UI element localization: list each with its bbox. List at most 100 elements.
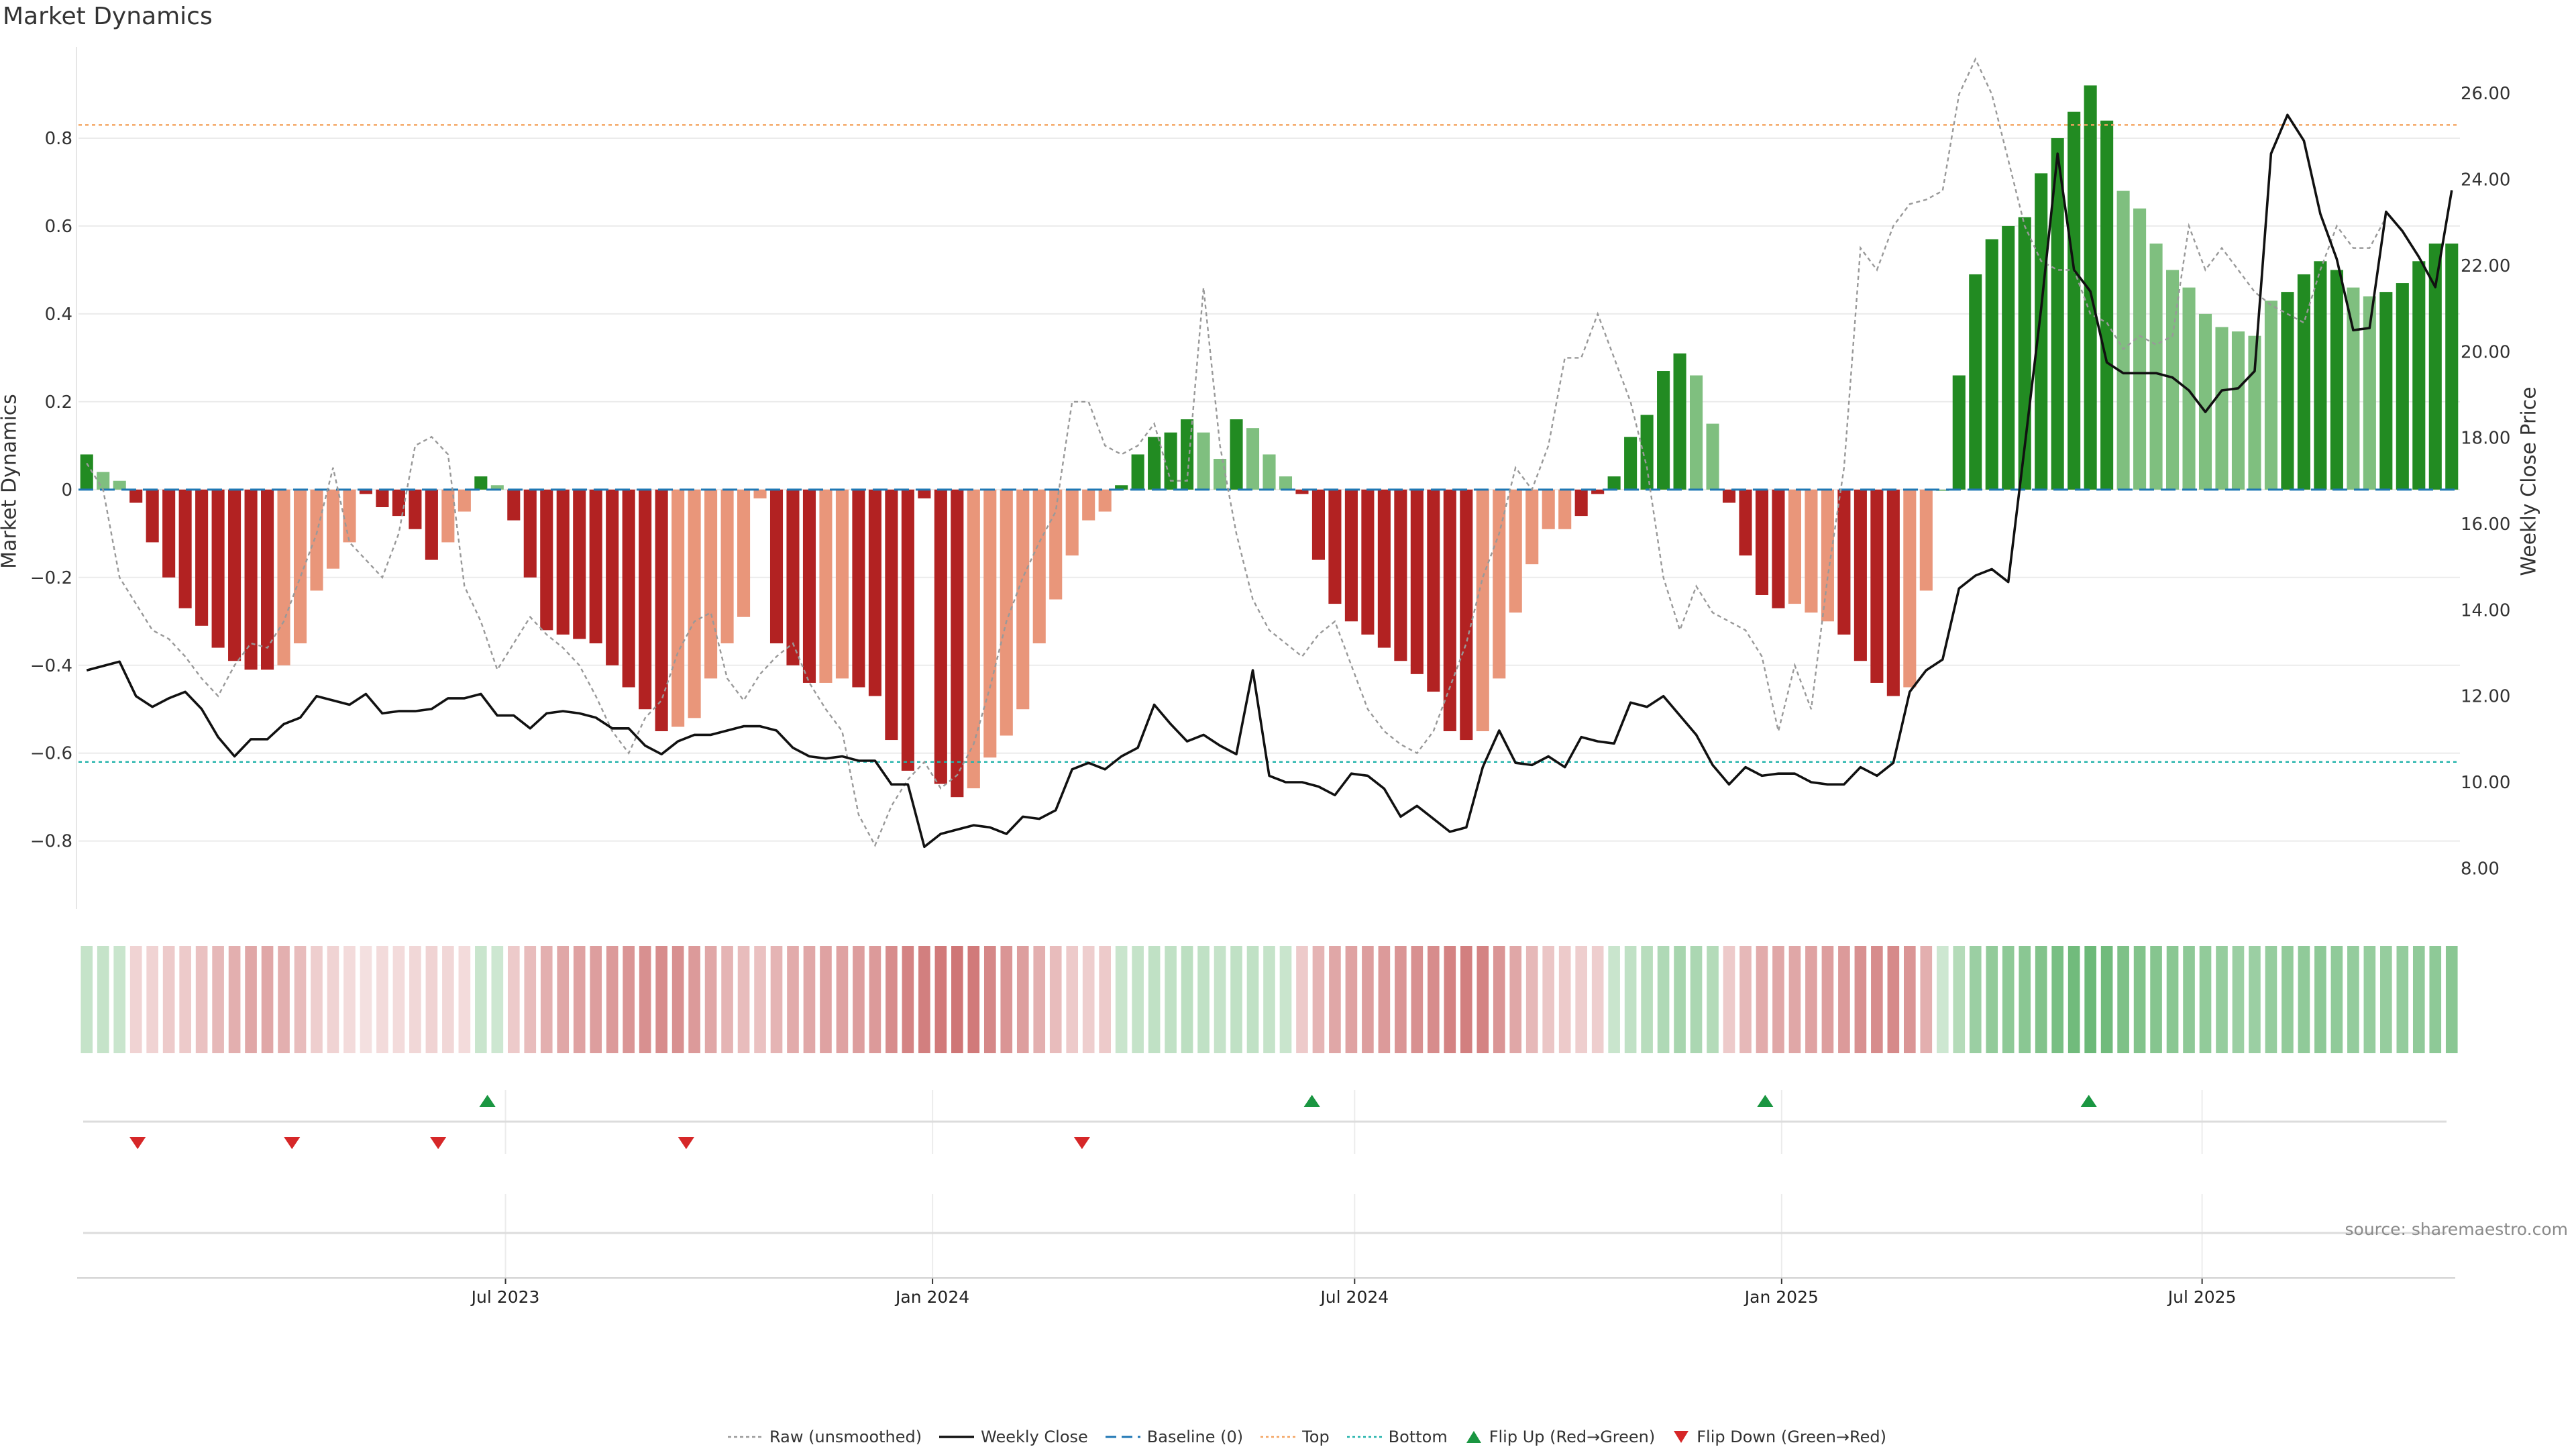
dynamics-bar <box>1657 371 1670 490</box>
heat-cell <box>360 946 372 1053</box>
dynamics-bar <box>490 485 504 490</box>
heat-cell <box>1279 946 1292 1053</box>
legend-top-label: Top <box>1302 1428 1330 1446</box>
flip-up-marker <box>1303 1095 1320 1107</box>
heat-cell <box>1345 946 1358 1053</box>
heat-cell <box>1477 946 1489 1053</box>
dynamics-bar <box>2166 270 2180 490</box>
dynamics-bar <box>1690 375 1703 490</box>
y-tick-label: 0 <box>61 480 72 500</box>
weekly-close-line <box>86 113 2453 849</box>
dynamics-bar <box>967 489 980 789</box>
dynamics-bar <box>1985 239 1998 490</box>
heat-cell <box>1132 946 1144 1053</box>
dynamics-bar <box>1542 489 1555 529</box>
dynamics-bar <box>1263 454 1276 490</box>
heat-cell <box>278 946 290 1053</box>
heat-cell <box>1657 946 1670 1053</box>
dynamics-bar <box>786 489 800 665</box>
dynamics-bar <box>1230 419 1243 490</box>
dynamics-bar <box>146 489 159 543</box>
dynamics-bar <box>672 489 685 727</box>
heat-cell <box>2035 946 2047 1053</box>
heat-cell <box>1542 946 1555 1053</box>
dynamics-bar <box>1624 437 1638 490</box>
dynamics-bar <box>1460 489 1473 741</box>
dynamics-bar <box>720 489 734 644</box>
heat-cell <box>129 946 142 1053</box>
dynamics-bar <box>409 489 422 529</box>
heat-cell <box>2412 946 2425 1053</box>
heat-cell <box>425 946 438 1053</box>
dynamics-bar <box>376 489 389 508</box>
heat-cell <box>655 946 667 1053</box>
x-tick-label: Jul 2023 <box>470 1287 540 1307</box>
dynamics-bar <box>852 489 865 688</box>
heat-cell <box>1493 946 1505 1053</box>
dynamics-bar <box>2281 292 2294 490</box>
heat-cell <box>2232 946 2245 1053</box>
heat-cell <box>1246 946 1259 1053</box>
y-tick-label: 0.4 <box>45 305 72 325</box>
dynamics-bar <box>2445 244 2459 490</box>
heat-cell <box>787 946 799 1053</box>
dynamics-bar <box>2379 292 2393 490</box>
dynamics-bar <box>2363 296 2376 490</box>
heat-cell <box>146 946 158 1053</box>
heat-cell <box>1969 946 1982 1053</box>
dynamics-bar <box>1706 423 1719 490</box>
heat-cell <box>606 946 619 1053</box>
heat-cell <box>639 946 651 1053</box>
heat-strip <box>80 946 2458 1053</box>
dynamics-bar <box>2215 327 2229 490</box>
dynamics-bar <box>2330 270 2343 490</box>
axes: −0.8 −0.6 −0.4 −0.2 0 0.2 0.4 0.6 0.8 8.00 10.00 12… <box>30 47 2510 1307</box>
heat-cell <box>1854 946 1867 1053</box>
y2-tick-label: 10.00 <box>2461 773 2510 793</box>
heat-cell <box>1641 946 1653 1053</box>
dynamics-bar <box>606 489 619 665</box>
heat-cell <box>1329 946 1341 1053</box>
heat-cell <box>1904 946 1916 1053</box>
heat-cell <box>491 946 504 1053</box>
dynamics-bar <box>688 489 701 718</box>
flip-down-marker <box>284 1137 301 1149</box>
heat-cell <box>820 946 832 1053</box>
dynamics-bar <box>1886 489 1900 696</box>
heat-cell <box>392 946 405 1053</box>
heat-cell <box>2084 946 2096 1053</box>
dynamics-bar <box>2182 287 2196 490</box>
heat-cell <box>442 946 454 1053</box>
series-lines <box>86 57 2453 849</box>
heat-cell <box>1444 946 1456 1053</box>
y2-tick-label: 12.00 <box>2461 687 2510 707</box>
dynamics-bar <box>2116 191 2130 490</box>
heat-cell <box>2429 946 2442 1053</box>
y-tick-label: −0.2 <box>30 568 72 588</box>
heat-cell <box>261 946 274 1053</box>
heat-cell <box>2396 946 2409 1053</box>
heat-cell <box>2298 946 2310 1053</box>
heat-cell <box>672 946 684 1053</box>
dynamics-bar <box>523 489 537 578</box>
legend-flip-down: Flip Down (Green→Red) <box>1672 1428 1886 1446</box>
heat-cell <box>1066 946 1079 1053</box>
heat-cell <box>1674 946 1686 1053</box>
heat-cell <box>1558 946 1571 1053</box>
y2-tick-label: 20.00 <box>2461 342 2510 362</box>
dynamics-bar <box>359 489 372 494</box>
dynamics-bar <box>2231 331 2245 490</box>
dynamics-bar <box>1969 274 1982 490</box>
dynamics-bar <box>951 489 964 798</box>
heat-cell <box>2282 946 2294 1053</box>
heat-cell <box>1296 946 1308 1053</box>
heat-cell <box>623 946 635 1053</box>
heat-cell <box>1723 946 1735 1053</box>
y2-axis-label: Weekly Close Price <box>2517 386 2541 576</box>
flip-up-marker <box>1757 1095 1774 1107</box>
heat-cell <box>1591 946 1604 1053</box>
dynamics-bar <box>1361 489 1375 635</box>
dynamics-bar <box>80 454 93 490</box>
dynamics-bar <box>1607 476 1621 490</box>
